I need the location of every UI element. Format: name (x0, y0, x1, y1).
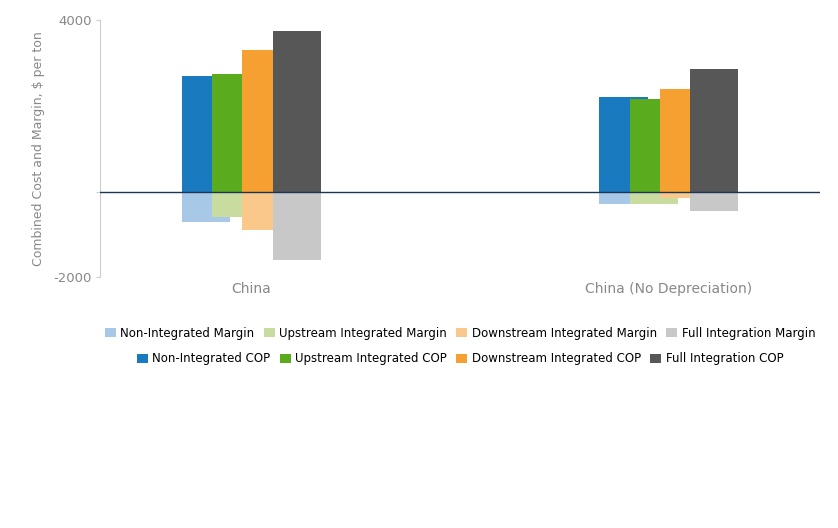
Bar (242, 192, 291, 230)
Bar (272, 31, 321, 192)
Bar (212, 192, 261, 218)
Bar (212, 73, 261, 192)
Y-axis label: Combined Cost and Margin, $ per ton: Combined Cost and Margin, $ per ton (32, 31, 44, 266)
Bar (629, 99, 678, 192)
Bar (182, 192, 230, 222)
Bar (690, 69, 738, 192)
Bar (242, 50, 291, 192)
Legend: Non-Integrated COP, Upstream Integrated COP, Downstream Integrated COP, Full Int: Non-Integrated COP, Upstream Integrated … (132, 347, 788, 370)
Bar (660, 192, 708, 198)
Bar (660, 89, 708, 192)
Bar (690, 192, 738, 211)
Bar (599, 97, 648, 192)
Bar (599, 192, 648, 204)
Bar (629, 192, 678, 204)
Bar (182, 76, 230, 192)
Bar (272, 192, 321, 260)
